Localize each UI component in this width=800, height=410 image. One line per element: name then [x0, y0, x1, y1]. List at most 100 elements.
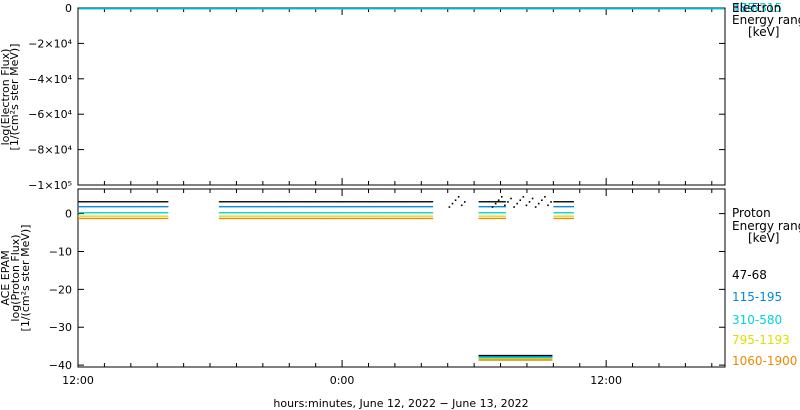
- proton-data-point: [297, 217, 299, 220]
- proton-low-data-point: [529, 359, 532, 361]
- proton-data-point: [87, 217, 89, 220]
- proton-data-point: [554, 212, 556, 214]
- proton-data-point: [252, 212, 255, 214]
- proton-data-point: [141, 201, 144, 203]
- proton-data-point: [159, 217, 161, 220]
- proton-low-data-point: [494, 356, 496, 358]
- proton-data-point: [165, 201, 167, 203]
- proton-data-point: [411, 201, 413, 203]
- proton-data-point: [143, 212, 146, 214]
- proton-data-point: [222, 215, 225, 217]
- proton-data-point: [559, 217, 561, 220]
- proton-data-point: [410, 206, 412, 208]
- proton-data-point: [289, 212, 291, 214]
- proton-data-point: [129, 217, 131, 220]
- proton-data-point: [405, 212, 408, 214]
- proton-data-point: [223, 206, 225, 208]
- proton-data-point: [572, 212, 575, 214]
- proton-data-point: [111, 212, 114, 214]
- proton-data-point: [403, 212, 406, 214]
- proton-data-point: [336, 215, 339, 217]
- proton-data-point: [347, 217, 349, 220]
- proton-data-point: [390, 206, 392, 208]
- proton-data-point: [221, 201, 224, 203]
- proton-data-point: [328, 217, 330, 220]
- proton-data-point: [133, 215, 135, 217]
- proton-data-point: [80, 212, 83, 214]
- proton-low-data-point: [495, 356, 498, 358]
- proton-data-point: [262, 201, 264, 203]
- proton-low-data-point: [518, 356, 520, 358]
- proton-data-point: [371, 201, 374, 203]
- proton-data-point: [148, 217, 150, 220]
- proton-data-point: [244, 206, 247, 208]
- proton-data-point: [401, 217, 404, 220]
- proton-low-data-point: [497, 356, 500, 358]
- proton-data-point: [412, 201, 414, 203]
- proton-data-point: [560, 206, 562, 208]
- proton-ylabel-line-1: ACE EPAM: [0, 250, 12, 305]
- proton-data-point: [563, 215, 565, 217]
- proton-data-point: [491, 201, 493, 203]
- proton-scatter-point: [516, 202, 518, 205]
- proton-data-point: [501, 201, 504, 203]
- proton-data-point: [268, 206, 270, 208]
- proton-data-point: [93, 212, 95, 214]
- proton-data-point: [397, 217, 400, 220]
- proton-data-point: [415, 212, 417, 214]
- proton-data-point: [108, 215, 111, 217]
- proton-low-data-point: [478, 359, 480, 361]
- proton-data-point: [304, 206, 306, 208]
- proton-data-point: [286, 201, 288, 203]
- proton-low-data-point: [511, 358, 513, 360]
- proton-data-point: [138, 201, 140, 203]
- proton-low-data-point: [516, 354, 518, 357]
- proton-data-point: [237, 217, 239, 220]
- proton-data-point: [280, 206, 283, 208]
- proton-data-point: [128, 201, 130, 203]
- proton-data-point: [90, 215, 92, 217]
- proton-low-data-point: [482, 359, 484, 361]
- proton-data-point: [563, 206, 565, 208]
- proton-data-point: [554, 215, 556, 217]
- proton-data-point: [79, 217, 82, 220]
- proton-low-data-point: [479, 359, 481, 361]
- proton-data-point: [131, 215, 133, 217]
- proton-data-point: [290, 206, 292, 208]
- proton-data-point: [270, 217, 272, 220]
- proton-data-point: [268, 217, 270, 220]
- proton-data-point: [305, 212, 308, 214]
- proton-data-point: [290, 201, 292, 203]
- proton-data-point: [489, 201, 491, 203]
- proton-data-point: [225, 201, 227, 203]
- proton-data-point: [256, 206, 258, 208]
- proton-data-point: [218, 206, 221, 208]
- proton-data-point: [131, 212, 133, 214]
- proton-low-data-point: [486, 354, 488, 357]
- proton-data-point: [84, 217, 87, 220]
- proton-low-data-point: [485, 357, 487, 359]
- proton-data-point: [278, 201, 281, 203]
- proton-data-point: [357, 212, 359, 214]
- proton-data-point: [153, 206, 155, 208]
- proton-data-point: [503, 206, 505, 208]
- proton-low-data-point: [513, 354, 515, 357]
- proton-data-point: [94, 212, 96, 214]
- proton-data-point: [420, 217, 422, 220]
- proton-low-data-point: [508, 354, 510, 357]
- proton-data-point: [340, 217, 343, 220]
- proton-low-data-point: [545, 356, 547, 358]
- proton-low-data-point: [541, 356, 543, 358]
- proton-data-point: [360, 206, 362, 208]
- proton-data-point: [90, 212, 92, 214]
- proton-data-point: [102, 212, 104, 214]
- proton-data-point: [266, 206, 268, 208]
- proton-data-point: [155, 201, 157, 203]
- proton-low-data-point: [494, 359, 496, 361]
- proton-data-point: [127, 212, 129, 214]
- proton-data-point: [415, 215, 417, 217]
- proton-data-point: [112, 215, 115, 217]
- proton-data-point: [362, 212, 364, 214]
- proton-data-point: [387, 212, 389, 214]
- proton-data-point: [382, 215, 384, 217]
